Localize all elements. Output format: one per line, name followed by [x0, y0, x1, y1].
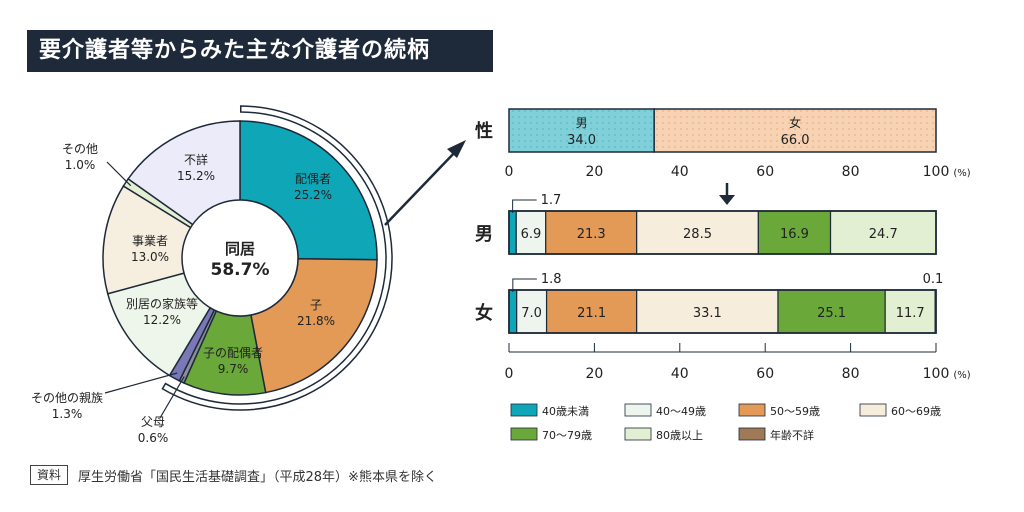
- center-value: 58.7%: [211, 260, 270, 280]
- slice-value: 1.3%: [52, 407, 83, 421]
- slice-label: 別居の家族等: [126, 296, 198, 311]
- slice-label: 子: [310, 298, 322, 312]
- legend-label: 40～49歳: [656, 405, 706, 418]
- bar-segment: [757, 210, 832, 255]
- tick-label: 80: [842, 164, 860, 180]
- source-note: 資料 厚生労働省「国民生活基礎調査」（平成28年）※熊本県を除く: [30, 465, 437, 485]
- legend-label: 60～69歳: [891, 405, 941, 418]
- segment-value: 25.1: [817, 306, 846, 321]
- slice-label: 不詳: [184, 152, 208, 167]
- tick-label: 0: [505, 164, 514, 180]
- cohabit-bracket: [161, 105, 393, 411]
- legend-swatch: [510, 427, 538, 441]
- slice-value: 13.0%: [131, 250, 169, 264]
- legend-label: 50～59歳: [770, 405, 820, 418]
- segment-value: 21.1: [577, 306, 606, 321]
- segment-value: 1.8: [541, 272, 562, 287]
- connector-arrow: [384, 149, 458, 226]
- segment-value: 34.0: [567, 133, 596, 148]
- bar-outline: [508, 289, 937, 334]
- tick-label: 80: [842, 366, 860, 382]
- tick-label: 60: [756, 366, 774, 382]
- tick-label: 60: [756, 164, 774, 180]
- legend-swatch: [624, 427, 652, 441]
- slice-label: 配偶者: [295, 172, 331, 186]
- bar-segment: [829, 210, 937, 255]
- page-title: 要介護者等からみた主な介護者の続柄: [27, 30, 493, 72]
- bar-outline: [508, 210, 937, 255]
- donut-hole: [181, 199, 299, 317]
- segment-value: 28.5: [683, 227, 712, 242]
- down-arrowhead: [719, 195, 735, 205]
- tick-label: 20: [585, 366, 603, 382]
- segment-label: 男: [576, 116, 588, 130]
- leader-line: [106, 161, 132, 187]
- center-label: 同居: [225, 240, 255, 258]
- segment-value: 24.7: [869, 227, 898, 242]
- slice-value: 15.2%: [177, 169, 215, 183]
- unit-label: (%): [953, 370, 970, 381]
- segment-value: 6.9: [521, 227, 542, 242]
- legend-label: 70～79歳: [542, 429, 592, 442]
- unit-label: (%): [953, 168, 970, 179]
- segment-value: 16.9: [780, 227, 809, 242]
- legend-swatch: [624, 403, 652, 417]
- legend-swatch: [510, 403, 538, 417]
- legend-label: 年齢不詳: [770, 428, 814, 442]
- slice-label: 事業者: [132, 234, 168, 248]
- slice-value: 0.6%: [138, 431, 169, 445]
- row-label: 男: [475, 224, 493, 245]
- legend-label: 80歳以上: [656, 429, 703, 442]
- segment-value: 11.7: [896, 306, 925, 321]
- bar-segment: [777, 289, 886, 334]
- slice-value: 9.7%: [218, 362, 249, 376]
- slice-label: その他: [62, 142, 98, 156]
- bar-segment: [653, 108, 937, 153]
- leader-line: [104, 372, 178, 394]
- bar-segment: [508, 108, 655, 153]
- row-label: 性: [475, 120, 493, 142]
- tick-label: 100: [923, 366, 950, 382]
- segment-label: 女: [789, 115, 801, 130]
- callout-line: [512, 199, 537, 213]
- connector-arrowhead: [447, 140, 466, 158]
- legend-swatch: [738, 403, 766, 417]
- source-tag: 資料: [30, 465, 69, 485]
- source-text: 厚生労働省「国民生活基礎調査」（平成28年）※熊本県を除く: [78, 469, 437, 485]
- tick-label: 100: [923, 164, 950, 180]
- slice-label: 父母: [141, 415, 165, 429]
- segment-value: 66.0: [781, 133, 810, 148]
- slice-value: 12.2%: [143, 313, 181, 327]
- row-label: 女: [475, 302, 493, 324]
- legend-swatch: [859, 403, 887, 417]
- tick-label: 0: [505, 366, 514, 382]
- tick-label: 20: [585, 164, 603, 180]
- tick-label: 40: [671, 366, 689, 382]
- segment-value: 7.0: [521, 306, 542, 321]
- slice-value: 21.8%: [297, 314, 335, 328]
- bar-segment: [508, 289, 518, 334]
- slice-label: 子の配偶者: [203, 346, 263, 360]
- segment-value: 33.1: [693, 306, 722, 321]
- legend-label: 40歳未満: [542, 405, 589, 418]
- segment-value: 21.3: [577, 227, 606, 242]
- slice-label: その他の親族: [31, 391, 103, 405]
- segment-value: 1.7: [541, 193, 562, 208]
- callout-line: [512, 278, 537, 292]
- slice-value: 25.2%: [294, 188, 332, 202]
- leader-line: [159, 376, 185, 419]
- bar-segment: [515, 210, 547, 255]
- slice-value: 1.0%: [65, 158, 96, 172]
- segment-value: 0.1: [923, 272, 944, 287]
- legend-swatch: [738, 427, 766, 441]
- bar-segment: [508, 210, 517, 255]
- tick-label: 40: [671, 164, 689, 180]
